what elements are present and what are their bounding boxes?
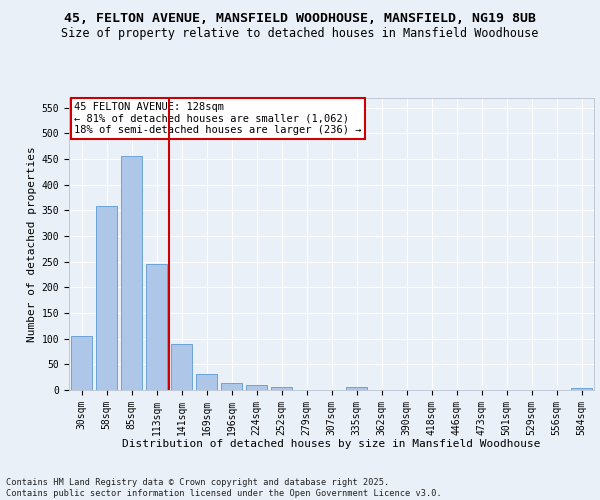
Bar <box>246 386 267 390</box>
Bar <box>346 388 367 390</box>
Y-axis label: Number of detached properties: Number of detached properties <box>28 146 37 342</box>
Bar <box>96 206 117 390</box>
Bar <box>71 336 92 390</box>
Text: Size of property relative to detached houses in Mansfield Woodhouse: Size of property relative to detached ho… <box>61 28 539 40</box>
Text: Contains HM Land Registry data © Crown copyright and database right 2025.
Contai: Contains HM Land Registry data © Crown c… <box>6 478 442 498</box>
Bar <box>121 156 142 390</box>
Bar <box>221 384 242 390</box>
Bar <box>571 388 592 390</box>
Bar <box>196 374 217 390</box>
X-axis label: Distribution of detached houses by size in Mansfield Woodhouse: Distribution of detached houses by size … <box>122 439 541 449</box>
Bar <box>146 264 167 390</box>
Text: 45, FELTON AVENUE, MANSFIELD WOODHOUSE, MANSFIELD, NG19 8UB: 45, FELTON AVENUE, MANSFIELD WOODHOUSE, … <box>64 12 536 26</box>
Bar <box>271 387 292 390</box>
Bar <box>171 344 192 390</box>
Text: 45 FELTON AVENUE: 128sqm
← 81% of detached houses are smaller (1,062)
18% of sem: 45 FELTON AVENUE: 128sqm ← 81% of detach… <box>74 102 362 135</box>
